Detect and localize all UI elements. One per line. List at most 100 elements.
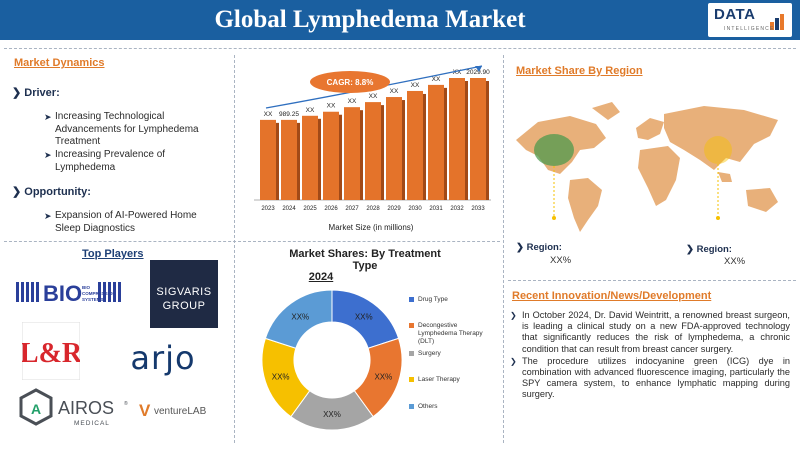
bar xyxy=(470,78,486,200)
opportunity-text: Expansion of AI-Powered Home Sleep Diagn… xyxy=(55,210,197,234)
innovation-text: In October 2024, Dr. David Weintritt, a … xyxy=(522,310,790,354)
bar-value-label: XX xyxy=(327,103,336,110)
logo-word: DATA xyxy=(714,6,756,23)
legend-text: Decongestive Lymphedema Therapy (DLT) xyxy=(418,322,483,345)
legend-text: Drug Type xyxy=(418,296,448,303)
x-tick-label: 2030 xyxy=(408,206,422,212)
region-left-text: Region: xyxy=(526,242,562,253)
x-tick-label: 2027 xyxy=(345,206,359,212)
driver-text: Increasing Technological Advancements fo… xyxy=(55,111,199,147)
slice-label: XX% xyxy=(272,373,290,382)
cagr-label: CAGR: 8.8% xyxy=(327,78,374,87)
chevron-right-icon: ❯ xyxy=(686,244,694,255)
svg-text:SYSTEMS: SYSTEMS xyxy=(82,297,104,302)
page-title: Global Lymphedema Market xyxy=(214,6,526,33)
venturelab-logo: V ventureLAB xyxy=(136,396,224,424)
chevron-right-icon: ❯ xyxy=(12,186,22,198)
svg-text:arjo: arjo xyxy=(130,340,195,376)
legend-text: Surgery xyxy=(418,350,441,357)
chevron-right-icon: ❯ xyxy=(510,356,517,366)
legend-swatch xyxy=(409,351,414,356)
bar xyxy=(407,90,423,200)
logo-sub: INTELLIGENCE xyxy=(724,26,775,32)
bar-value-label: XX xyxy=(411,82,420,89)
market-size-bar-chart: XX 2023 989.25 2024 XX 2025 XX 2026 XX 2027 XX 2028… xyxy=(254,65,491,232)
bar xyxy=(428,84,444,200)
bar-value-label: XX xyxy=(453,69,462,76)
chevron-right-icon: ❯ xyxy=(12,87,22,99)
svg-text:AIROS: AIROS xyxy=(58,398,114,418)
bar xyxy=(365,102,381,200)
svg-text:L&R: L&R xyxy=(22,338,80,369)
x-tick-label: 2031 xyxy=(429,206,443,212)
world-map xyxy=(516,102,778,232)
market-dynamics-title: Market Dynamics xyxy=(14,57,105,69)
bar-value-label: XX xyxy=(432,76,441,83)
innovation-list: ❯ In October 2024, Dr. David Weintritt, a… xyxy=(510,310,790,402)
x-tick-label: 2032 xyxy=(450,206,464,212)
legend-swatch xyxy=(409,297,414,302)
legend-text: Others xyxy=(418,403,438,410)
cagr-badge xyxy=(310,71,390,93)
bar-value-label: XX xyxy=(264,111,273,118)
sigvaris-group-word: GROUP xyxy=(162,300,206,312)
innovation-item: ❯ The procedure utilizes indocyanine gree… xyxy=(510,356,790,401)
chevron-right-icon: ❯ xyxy=(516,242,524,253)
region-left-value: XX% xyxy=(550,255,572,266)
bar xyxy=(344,107,360,200)
region-right-value: XX% xyxy=(724,256,746,267)
donut-slice xyxy=(264,289,333,349)
legend-item: Surgery xyxy=(409,350,484,358)
driver-item: ➤ Increasing Technological Advancements … xyxy=(44,111,225,149)
bio-compression-logo: BIO BIO COMPRESSION SYSTEMS xyxy=(14,278,124,306)
treatment-donut-chart: XX% XX% XX% XX% XX% xyxy=(261,289,403,431)
region-right-label: ❯ Region: xyxy=(686,244,732,255)
x-tick-label: 2024 xyxy=(282,206,296,212)
svg-text:BIO: BIO xyxy=(43,281,82,306)
svg-text:MEDICAL: MEDICAL xyxy=(74,420,110,427)
legend-item: Decongestive Lymphedema Therapy (DLT) xyxy=(409,322,484,346)
arrow-right-icon: ➤ xyxy=(44,211,52,221)
opportunity-item: ➤ Expansion of AI-Powered Home Sleep Dia… xyxy=(44,210,225,235)
bar-value-label: 989.25 xyxy=(279,111,299,118)
legend-text: Laser Therapy xyxy=(418,376,460,383)
opportunity-label: Opportunity: xyxy=(24,186,91,198)
svg-text:V: V xyxy=(139,401,151,420)
bar xyxy=(302,115,318,200)
divider xyxy=(4,241,500,242)
apac-highlight xyxy=(704,136,732,164)
divider xyxy=(503,55,504,443)
chevron-right-icon: ❯ xyxy=(510,311,517,320)
region-title: Market Share By Region xyxy=(516,65,643,77)
svg-text:A: A xyxy=(31,401,41,417)
x-tick-label: 2023 xyxy=(261,206,275,212)
bar-value-label: 2029.90 xyxy=(466,69,490,76)
innovation-title: Recent Innovation/News/Development xyxy=(512,290,712,302)
bar-value-label: XX xyxy=(306,107,315,114)
legend-swatch xyxy=(409,404,414,409)
arrow-right-icon: ➤ xyxy=(44,150,52,160)
na-highlight xyxy=(534,134,574,166)
sigvaris-logo: SIGVARIS GROUP xyxy=(150,260,218,328)
svg-text:COMPRESSION: COMPRESSION xyxy=(82,291,116,296)
region-right-text: Region: xyxy=(696,244,732,255)
legend-swatch xyxy=(409,323,414,328)
top-players-title: Top Players xyxy=(82,248,144,260)
divider xyxy=(508,280,796,281)
bar-value-label: XX xyxy=(390,88,399,95)
datam-logo: DATA INTELLIGENCE xyxy=(708,3,792,37)
x-tick-label: 2026 xyxy=(324,206,338,212)
divider xyxy=(234,55,235,443)
arjo-logo: arjo xyxy=(106,339,220,377)
slice-label: XX% xyxy=(291,312,309,321)
slice-label: XX% xyxy=(323,410,341,419)
sigvaris-word: SIGVARIS xyxy=(156,286,212,298)
header-banner: Global Lymphedema Market xyxy=(0,0,800,40)
arrow-right-icon: ➤ xyxy=(44,112,52,122)
bar xyxy=(281,119,297,200)
bar-value-label: XX xyxy=(348,98,357,105)
bar xyxy=(260,119,276,200)
region-left-label: ❯ Region: xyxy=(516,242,562,253)
driver-item: ➤ Increasing Prevalence of Lymphedema xyxy=(44,149,195,174)
arrow-head-icon xyxy=(475,66,482,72)
